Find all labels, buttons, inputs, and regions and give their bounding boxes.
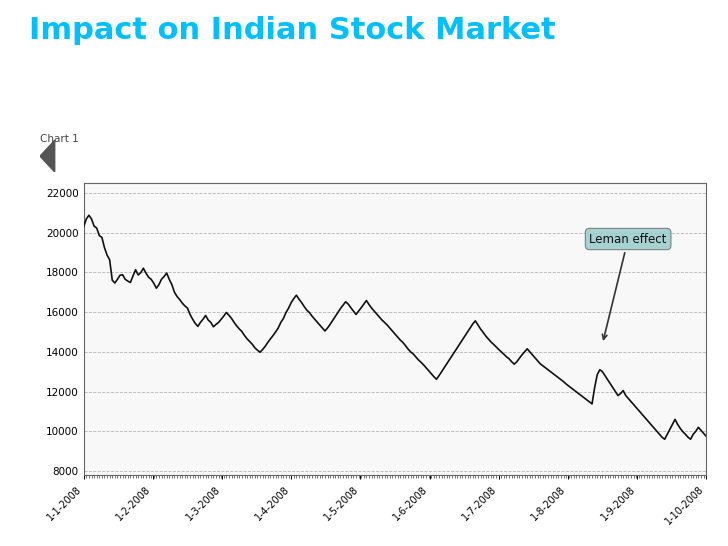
Text: Impact on Indian Stock Market: Impact on Indian Stock Market xyxy=(29,16,555,45)
Polygon shape xyxy=(40,140,55,172)
Text: Daily movements of Sensex in 2008: Daily movements of Sensex in 2008 xyxy=(61,148,357,163)
Text: Chart 1: Chart 1 xyxy=(40,134,79,144)
Text: Leman effect: Leman effect xyxy=(590,233,667,340)
